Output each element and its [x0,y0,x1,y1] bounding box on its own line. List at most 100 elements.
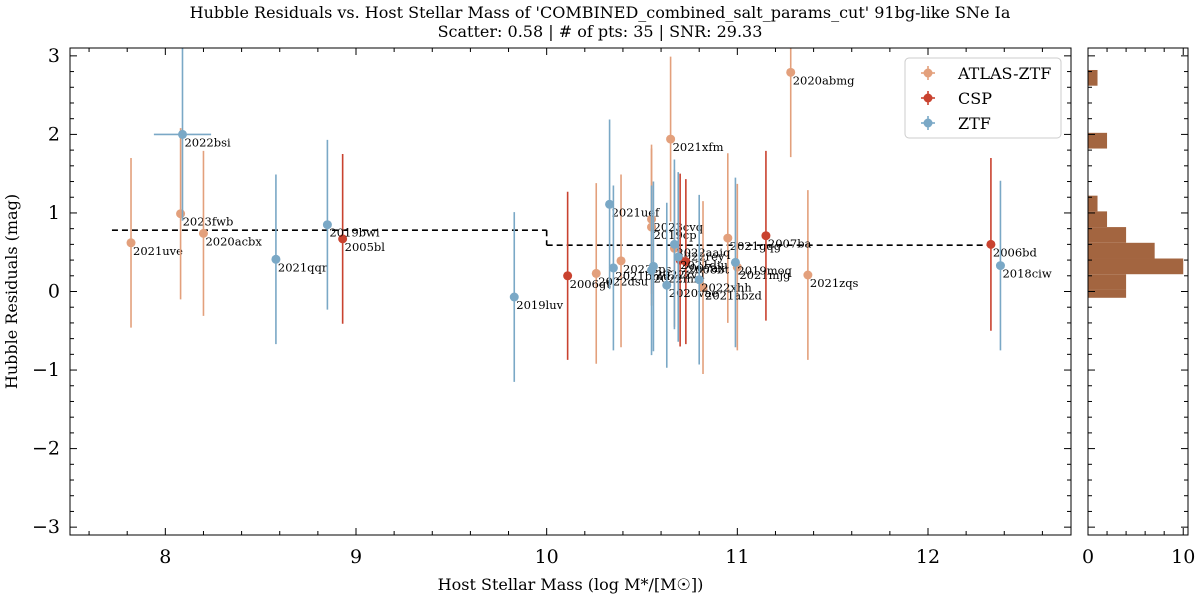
y-tick-label: 1 [48,202,60,224]
point-label: 2022bsi [184,135,231,149]
point-label: 2007ax [682,261,725,275]
y-tick-label: −2 [32,438,60,460]
hist-x-tick-label: 0 [1082,546,1094,568]
data-point [322,220,332,230]
point-label: 2005bl [345,240,386,254]
data-point [761,231,771,241]
data-point [608,263,618,273]
x-tick-label: 12 [916,546,940,568]
data-point [698,283,708,293]
series-atlas-ztf: 2021uve2023fwb2020acbx2022dsu2023sps2023… [126,48,859,374]
x-tick-label: 10 [535,546,559,568]
y-tick-label: −3 [32,516,60,538]
histogram-bar [1088,132,1108,149]
chart-subtitle: Scatter: 0.58 | # of pts: 35 | SNR: 29.3… [437,22,763,41]
histogram-bar [1088,289,1127,298]
point-label: 2021uve [133,244,183,258]
point-label: 2022xhh [701,281,752,295]
legend-box [904,57,1062,139]
point-label: 2019bwi [329,226,379,240]
data-point [271,254,281,264]
y-axis-label: Hubble Residuals (mag) [2,194,21,389]
data-point [126,238,136,248]
legend-marker [923,68,933,78]
histogram-bar [1088,227,1127,243]
hist-x-tick-label: 10 [1171,546,1195,568]
point-label: 2020abmg [793,73,855,87]
main-plot-area: 2021uve2023fwb2020acbx2022dsu2023sps2023… [2,45,1072,594]
legend-label: ZTF [958,114,991,133]
legend-marker [923,118,933,128]
data-point [730,257,740,267]
point-label: 2021abzd [705,289,763,303]
y-tick-label: 0 [48,281,60,303]
histogram-bar [1088,258,1184,275]
point-label: 2021bmu [615,269,670,283]
data-point [563,271,573,281]
point-label: 2007ba [768,237,812,251]
x-tick-label: 11 [725,546,749,568]
data-points: 2021uve2023fwb2020acbx2022dsu2023sps2023… [126,48,1052,382]
chart-title: Hubble Residuals vs. Host Stellar Mass o… [189,3,1011,22]
histogram-bar [1088,69,1098,86]
data-point [669,239,679,249]
point-label: 2021qqr [278,260,328,274]
x-tick-label: 9 [350,546,362,568]
data-point [681,257,691,267]
point-label: 2022zvu [655,267,704,281]
data-point [591,268,601,278]
point-label: 2006gt [570,277,612,291]
point-label: 2019luv [516,298,563,312]
data-point [995,261,1005,271]
data-point [986,239,996,249]
data-point [673,252,683,262]
data-point [662,280,672,290]
data-point [786,67,796,77]
data-point [177,129,187,139]
y-tick-label: 2 [48,123,60,145]
y-tick-label: 3 [48,45,60,67]
data-point [338,234,348,244]
legend-label: CSP [958,89,992,108]
histogram-bar [1088,242,1155,259]
point-label: 2008bt [688,263,730,277]
legend-label: ATLAS-ZTF [957,64,1051,83]
series-ztf: 2022bsi 2021qqr 2019bwi 2019luv 2021uef 2021b… [153,48,1052,382]
data-point [694,275,704,285]
histogram-plot-area: 0 10 [1082,47,1195,568]
legend-marker [923,93,933,103]
data-point [509,292,519,302]
x-axis-label: Host Stellar Mass (log M*/[M☉]) [438,575,704,594]
histogram-bar [1088,274,1127,290]
y-axis: −3 −2 −1 0 1 2 3 [32,45,1071,538]
y-tick-label: −1 [32,359,60,381]
point-label: 2020acbx [205,234,262,248]
data-point [605,199,615,209]
point-label: 2021uef [612,205,660,219]
point-label: 2022aaiq [676,245,731,259]
data-point [723,233,733,243]
histogram-bar [1088,195,1098,212]
data-point [198,228,208,238]
point-label: 2021zqs [810,276,859,290]
legend-item: ATLAS-ZTF [921,64,1051,83]
data-point [648,261,658,271]
point-label: 2020vae [669,286,719,300]
point-label: 2021diu [680,258,728,272]
legend: ATLAS-ZTF CSP ZTF [904,57,1062,139]
point-label: 2022dsu [598,274,648,288]
point-label: 2019moq [737,263,792,277]
data-point [666,134,676,144]
x-tick-label: 8 [159,546,171,568]
histogram-bar [1088,211,1108,228]
legend-item: ZTF [921,114,991,133]
point-label: 2021xfm [673,140,724,154]
data-point [616,256,626,266]
point-label: 2006bd [993,245,1038,259]
point-label: 2021gqg [730,239,782,253]
x-axis: 8 9 10 11 12 [88,48,1043,568]
point-label: 2018ciw [1002,267,1051,281]
point-label: 2023fwb [183,215,234,229]
